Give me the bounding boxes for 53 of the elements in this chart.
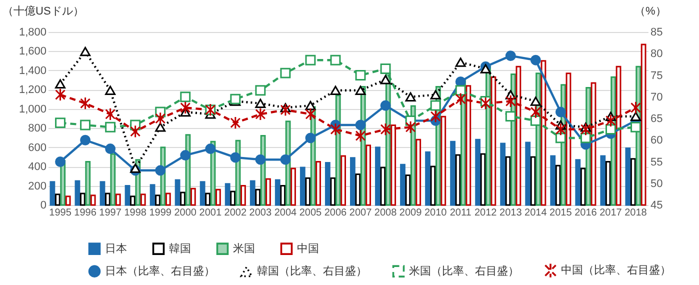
legend-label: 米国 [233, 242, 255, 255]
legend-label: 中国 [297, 242, 319, 255]
y-tick-label: 1,600 [18, 46, 46, 58]
y-tick-label: 800 [28, 122, 46, 135]
y2-tick-label: 75 [650, 70, 663, 82]
y2-tick-label: 70 [650, 91, 663, 104]
y-axis-title: （十億USドル） [2, 4, 84, 18]
y-tick-label: 1,400 [18, 64, 46, 77]
x-tick-label: 2011 [450, 208, 472, 218]
y2-tick-label: 65 [650, 113, 663, 125]
x-tick-label: 1996 [74, 208, 97, 218]
legend-label: 日本（比率、右目盛） [105, 264, 215, 278]
y2-tick-label: 50 [650, 178, 663, 190]
y-tick-label: 600 [28, 142, 46, 154]
x-tick-label: 2016 [574, 208, 598, 218]
y-tick-label: 1,000 [18, 103, 46, 116]
y-tick-label: 400 [28, 161, 46, 174]
y-tick-label: 1,200 [18, 84, 46, 96]
legend-label: 韓国（比率、右目盛） [257, 264, 367, 278]
x-tick-label: 2010 [424, 208, 448, 218]
x-tick-label: 2006 [324, 208, 348, 218]
y2-axis-title: （%） [634, 6, 666, 18]
x-tick-label: 1995 [49, 208, 72, 218]
x-tick-label: 2012 [474, 208, 498, 218]
x-tick-label: 2000 [174, 208, 197, 218]
x-tick-label: 2014 [524, 208, 548, 218]
x-tick-label: 2004 [274, 208, 298, 218]
x-tick-label: 2015 [550, 208, 572, 218]
x-tick-label: 2008 [374, 208, 398, 218]
legend-label: 中国（比率、右目盛） [561, 264, 671, 277]
x-tick-label: 1998 [124, 208, 147, 218]
x-tick-label: 1997 [99, 208, 122, 218]
y-tick-label: 1,800 [18, 26, 46, 38]
y2-tick-label: 60 [650, 134, 663, 147]
y2-tick-label: 85 [650, 26, 663, 38]
x-tick-label: 2018 [624, 208, 648, 218]
y-tick-label: 0 [40, 200, 46, 212]
y2-tick-label: 45 [650, 200, 663, 212]
x-tick-label: 1999 [149, 208, 172, 218]
x-tick-label: 2013 [500, 208, 522, 218]
x-tick-label: 2009 [399, 208, 422, 218]
x-tick-label: 2001 [199, 208, 222, 218]
x-tick-label: 2002 [224, 208, 247, 218]
y2-tick-label: 55 [650, 156, 663, 168]
x-tick-label: 2017 [600, 208, 622, 218]
x-tick-label: 2003 [249, 208, 272, 218]
x-tick-label: 2005 [299, 208, 322, 218]
legend-label: 日本 [105, 242, 127, 255]
y-tick-label: 200 [28, 180, 46, 192]
legend-label: 米国（比率、右目盛） [409, 264, 519, 278]
y2-tick-label: 80 [650, 48, 663, 60]
x-tick-label: 2007 [349, 208, 372, 218]
legend-label: 韓国 [169, 242, 191, 255]
